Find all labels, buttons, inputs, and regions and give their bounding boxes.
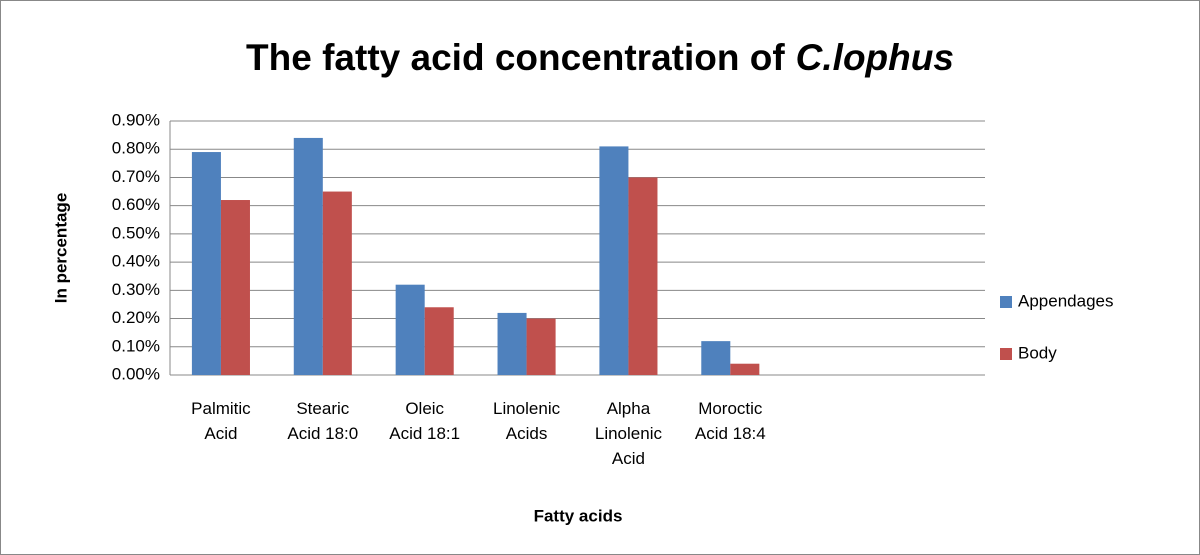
x-tick-label-line: Acids bbox=[506, 424, 548, 443]
x-tick-label-line: Alpha bbox=[607, 399, 651, 418]
y-tick-label: 0.70% bbox=[112, 167, 160, 186]
x-tick-label: Palmitic Acid bbox=[191, 399, 251, 443]
bar bbox=[191, 152, 221, 375]
x-tick-label: Stearic Acid 18:0 bbox=[287, 399, 358, 443]
bar bbox=[730, 363, 760, 375]
x-tick-label-line: Stearic bbox=[296, 399, 349, 418]
y-axis-label: In percentage bbox=[51, 193, 70, 304]
y-tick-label: 0.60% bbox=[112, 195, 160, 214]
legend-swatch bbox=[1000, 296, 1012, 308]
x-tick-label-line: Linolenic bbox=[493, 399, 561, 418]
bar bbox=[424, 307, 454, 375]
y-tick-label: 0.90% bbox=[112, 110, 160, 129]
x-tick-label-line: Acid 18:4 bbox=[695, 424, 766, 443]
bar bbox=[599, 146, 629, 375]
bar bbox=[293, 137, 323, 375]
bar bbox=[395, 284, 425, 375]
legend-label: Body bbox=[1018, 343, 1057, 362]
x-axis-label: Fatty acids bbox=[534, 506, 623, 525]
x-tick-label-line: Acid bbox=[612, 449, 645, 468]
y-tick-label: 0.80% bbox=[112, 139, 160, 158]
x-tick-label-line: Acid 18:1 bbox=[389, 424, 460, 443]
bar bbox=[628, 177, 658, 375]
chart-title: The fatty acid concentration of C.lophus bbox=[246, 37, 954, 78]
y-tick-label: 0.30% bbox=[112, 280, 160, 299]
title-text: The fatty acid concentration of bbox=[246, 37, 785, 78]
x-tick-label: Alpha Linolenic Acid bbox=[595, 399, 663, 468]
bar bbox=[220, 200, 250, 375]
y-tick-label: 0.50% bbox=[112, 223, 160, 242]
title-species: C.lophus bbox=[796, 37, 954, 78]
bar bbox=[701, 341, 731, 375]
y-tick-label: 0.00% bbox=[112, 364, 160, 383]
x-tick-label-line: Moroctic bbox=[698, 399, 763, 418]
x-tick-label-line: Palmitic bbox=[191, 399, 251, 418]
x-tick-label: Linolenic Acids bbox=[493, 399, 561, 443]
x-tick-label: Oleic Acid 18:1 bbox=[389, 399, 460, 443]
legend-swatch bbox=[1000, 348, 1012, 360]
y-tick-label: 0.40% bbox=[112, 252, 160, 271]
x-tick-label-line: Acid bbox=[204, 424, 237, 443]
bar bbox=[497, 312, 527, 375]
x-tick-label-line: Acid 18:0 bbox=[287, 424, 358, 443]
x-tick-label: Moroctic Acid 18:4 bbox=[695, 399, 766, 443]
x-tick-label-line: Oleic bbox=[405, 399, 444, 418]
x-tick-label-line: Linolenic bbox=[595, 424, 663, 443]
bar bbox=[526, 318, 556, 375]
legend-label: Appendages bbox=[1018, 291, 1113, 310]
y-tick-label: 0.10% bbox=[112, 336, 160, 355]
y-tick-label: 0.20% bbox=[112, 308, 160, 327]
bar bbox=[322, 191, 352, 375]
